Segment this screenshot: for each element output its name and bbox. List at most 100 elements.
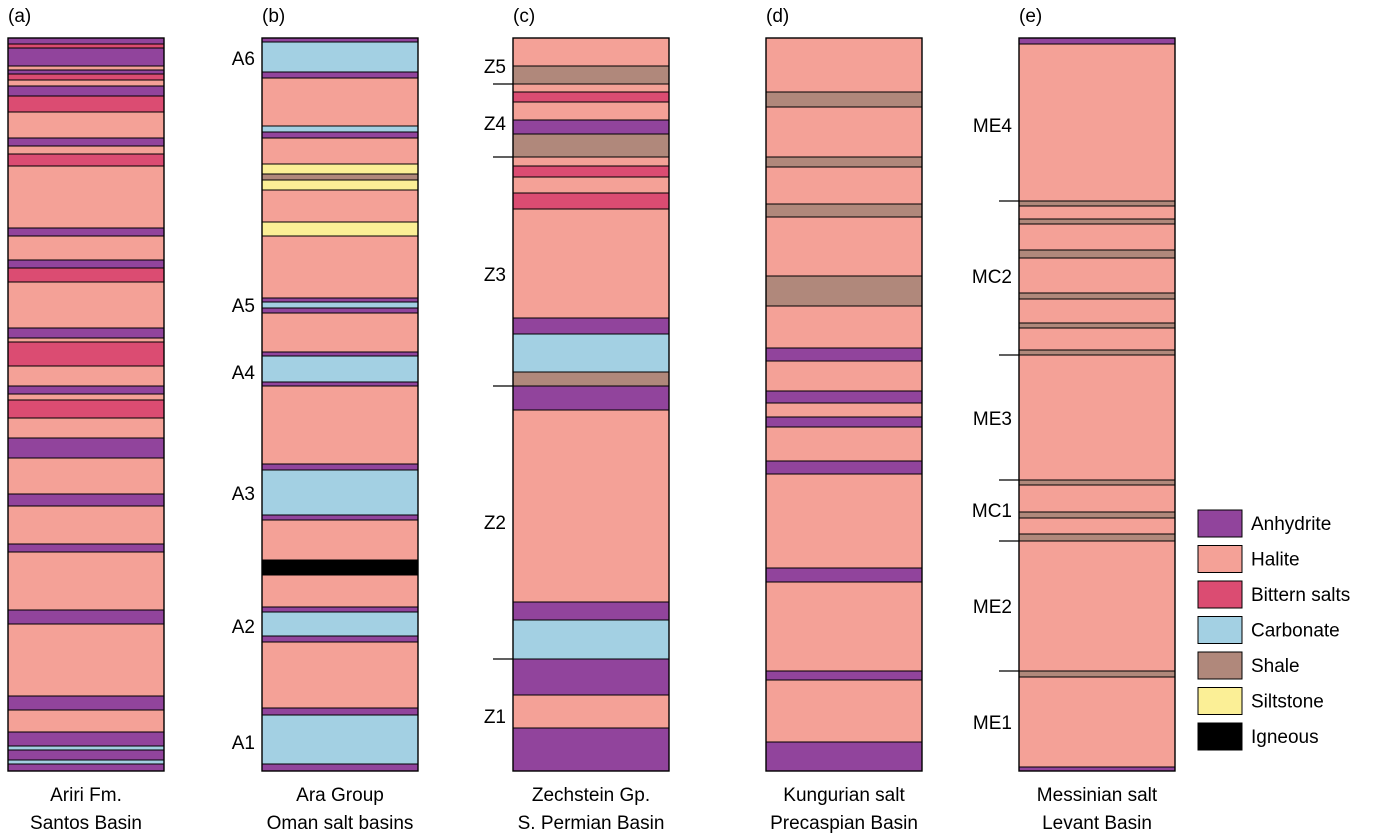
layer-anhydrite [7,695,165,711]
layer-halite [7,365,165,387]
layer-anhydrite [7,493,165,507]
legend-item-anhydrite: Anhydrite [1197,509,1331,538]
layer-anhydrite [7,327,165,339]
legend-label: Igneous [1251,727,1319,748]
layer-halite [1018,43,1176,202]
layer-halite [7,65,165,71]
layer-carbonate [261,125,419,133]
layer-halite [765,106,923,158]
layer-halite [512,208,670,319]
layer-bittern-salts [7,73,165,81]
legend-label: Halite [1251,550,1300,571]
layer-anhydrite [261,131,419,139]
layer-bittern-salts [7,267,165,283]
caption-basin: Precaspian Basin [770,813,918,834]
layer-halite [765,426,923,462]
layer-shale [1018,479,1176,486]
caption-basin: Levant Basin [1042,813,1152,834]
layer-carbonate [7,759,165,765]
legend-label: Siltstone [1251,692,1324,713]
caption-basin: S. Permian Basin [518,813,665,834]
layer-anhydrite [7,763,165,772]
layer-halite [7,551,165,611]
unit-label: ME4 [973,116,1013,137]
layer-anhydrite [7,385,165,395]
legend-label: Carbonate [1251,621,1340,642]
layer-carbonate [261,301,419,309]
caption-basin: Oman salt basins [267,813,414,834]
layer-bittern-salts [512,192,670,210]
layer-shale [512,65,670,85]
layer-halite [765,216,923,277]
layer-halite [261,312,419,353]
layer-anhydrite [261,297,419,303]
layer-shale [1018,249,1176,259]
layer-anhydrite [765,416,923,428]
layer-carbonate [261,611,419,637]
legend-swatch [1197,687,1243,715]
layer-halite [261,574,419,608]
legend-label: Shale [1251,656,1300,677]
unit-label: MC2 [972,267,1012,288]
column-c: (c) Z5 Z4 Z3 Z2 Z1 Zechstein Gp. S. Permian Bas… [484,6,670,834]
layer-anhydrite [7,47,165,67]
layer-anhydrite [512,119,670,135]
layer-halite [7,393,165,401]
unit-label: Z4 [484,114,507,135]
layer-anhydrite [765,460,923,475]
column-frame [765,37,923,772]
layer-halite [7,165,165,229]
unit-label: ME2 [973,597,1012,618]
layer-halite [261,385,419,465]
layer-halite [1018,484,1176,513]
layer-halite [512,37,670,67]
layer-anhydrite [512,385,670,411]
legend-swatch [1197,545,1243,573]
layer-shale [765,275,923,307]
unit-label: A6 [232,49,255,70]
caption-unit: Ariri Fm. [50,785,122,806]
layer-halite [261,519,419,561]
layer-anhydrite [7,731,165,747]
unit-label: A5 [232,296,255,317]
layer-shale [1018,349,1176,356]
caption-basin: Santos Basin [30,813,142,834]
layer-halite [1018,298,1176,324]
layer-halite [7,709,165,733]
layer-halite [765,305,923,349]
legend-swatch [1197,651,1243,680]
unit-label: Z5 [484,57,506,78]
legend-item-carbonate: Carbonate [1197,616,1340,644]
layer-halite [512,83,670,93]
layer-carbonate [512,333,670,373]
layer-halite [765,581,923,672]
unit-label: A3 [232,484,255,505]
legend: Anhydrite Halite Bittern salts Carbonate Sha… [1197,509,1350,751]
layer-halite [261,189,419,223]
caption-unit: Ara Group [296,785,384,806]
layer-halite [1018,205,1176,220]
layer-halite [765,360,923,392]
layer-shale [1018,670,1176,678]
layer-shale [512,133,670,158]
legend-label: Anhydrite [1251,514,1331,535]
layer-halite [261,137,419,165]
layer-halite [1018,257,1176,294]
layer-shale [512,371,670,387]
layer-anhydrite [261,463,419,471]
legend-label: Bittern salts [1251,585,1350,606]
unit-label: MC1 [972,501,1012,522]
legend-item-igneous: Igneous [1197,722,1319,751]
layer-shale [1018,200,1176,207]
layer-halite [7,79,165,87]
column-frame [261,37,419,772]
layer-anhydrite [765,347,923,362]
layer-anhydrite [7,69,165,75]
layer-halite [1018,354,1176,481]
legend-swatch [1197,722,1243,751]
layer-anhydrite [261,381,419,387]
layer-halite [765,473,923,569]
layer-halite [1018,223,1176,251]
layer-halite [512,409,670,603]
panel-label-a: (a) [8,6,31,27]
